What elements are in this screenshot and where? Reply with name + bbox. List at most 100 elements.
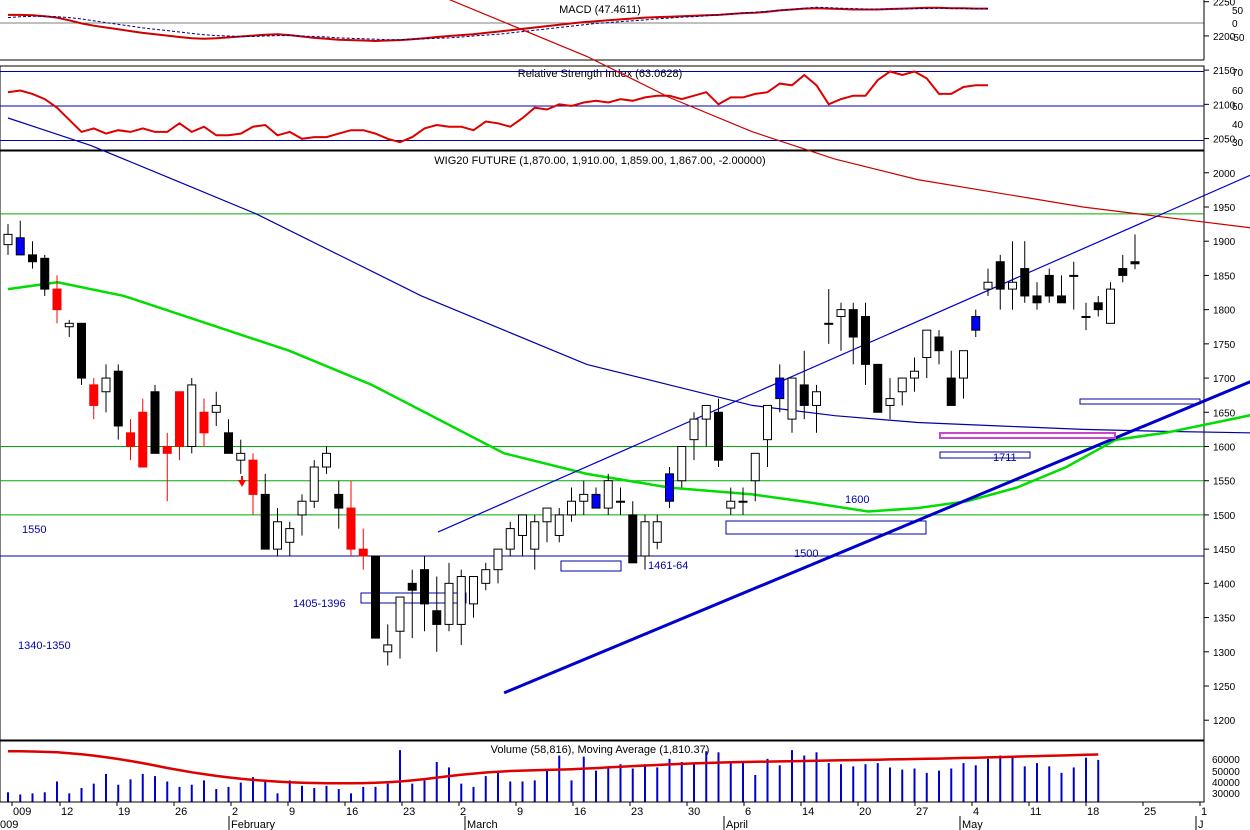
candle-body	[64, 322, 74, 328]
volume-title: Volume (58,816), Moving Average (1,810.3…	[491, 744, 710, 756]
candle-body	[89, 384, 99, 406]
zone-box-1550	[725, 520, 927, 535]
volume-ytick: 50000	[1212, 767, 1240, 778]
candle-body	[1130, 261, 1140, 265]
rsi-ytick: 70	[1232, 68, 1244, 79]
zone-box-1850	[1079, 398, 1201, 405]
candle-body	[738, 500, 748, 503]
candle-body	[567, 500, 576, 516]
macd-ytick: -50	[1230, 33, 1245, 44]
annotation-1500: 1500	[794, 548, 818, 560]
price-zone-boxes	[360, 398, 1201, 604]
candle-body	[395, 596, 405, 632]
candle-body	[346, 507, 356, 550]
candle-body	[505, 528, 515, 550]
candle-body	[971, 315, 981, 331]
price-ytick-label: 1250	[1213, 682, 1236, 693]
price-ytick-label: 1850	[1213, 271, 1236, 282]
candle-body	[1106, 288, 1115, 324]
price-ytick-label: 1350	[1213, 614, 1236, 625]
candle-body	[40, 257, 50, 290]
macd-line	[8, 6, 988, 43]
price-ytick-label: 2100	[1213, 100, 1236, 111]
volume-yticks: 60000 50000 40000 30000	[1212, 755, 1240, 800]
price-ytick-label: 1500	[1213, 511, 1236, 522]
candle-body	[775, 377, 785, 400]
price-ytick-label: 1600	[1213, 442, 1236, 453]
x-tick-label: 9	[289, 806, 295, 818]
candle-body	[1044, 274, 1054, 297]
x-month-label: February	[231, 819, 276, 830]
x-tick-label: 25	[1144, 806, 1156, 818]
rsi-ytick: 60	[1232, 86, 1244, 97]
price-ytick-label: 2250	[1213, 0, 1236, 9]
candle-body	[358, 548, 368, 557]
candle-body	[113, 370, 123, 427]
candle-body	[126, 432, 135, 447]
x-tick-label: 6	[745, 806, 751, 818]
price-ytick-label: 1650	[1213, 408, 1236, 419]
candle-body	[469, 576, 478, 605]
x-tick-label: 18	[1087, 806, 1099, 818]
x-month-label: J	[1198, 819, 1204, 830]
candle-body	[383, 644, 393, 653]
price-yticks: 2550250024502400235023002250220021502100…	[1204, 0, 1236, 727]
candle-body	[640, 521, 650, 557]
candle-body	[824, 322, 834, 325]
zone-box-1405	[360, 592, 467, 604]
candle-body	[959, 350, 968, 379]
rsi-ytick: 30	[1232, 138, 1244, 149]
moving-average-blue	[7, 117, 1250, 434]
x-tick-label: 19	[118, 806, 130, 818]
candle-body	[1118, 268, 1128, 276]
trend-line-thin	[437, 174, 1250, 533]
down-arrow-icon	[238, 480, 246, 487]
price-ytick-label: 1550	[1213, 477, 1236, 488]
macd-ytick: 0	[1232, 19, 1238, 30]
x-year-fragment: 009	[0, 819, 18, 830]
trend-line-bold	[503, 380, 1250, 695]
annotation-1405-1396: 1405-1396	[293, 598, 346, 610]
price-ytick-label: 2150	[1213, 66, 1236, 77]
candle-body	[15, 237, 25, 256]
candle-body	[885, 398, 895, 406]
macd-title: MACD (47.4611)	[559, 4, 641, 16]
macd-ytick: 50	[1232, 6, 1244, 17]
candle-body	[101, 377, 111, 393]
candle-body	[799, 384, 809, 406]
x-tick-label: 30	[688, 806, 700, 818]
candle-body	[530, 521, 540, 550]
zone-box-1711	[939, 451, 1031, 459]
rsi-line	[7, 70, 988, 144]
x-tick-label: 2	[460, 806, 466, 818]
candle-body	[689, 418, 699, 441]
price-panel: WIG20 FUTURE (1,870.00, 1,910.00, 1,859.…	[0, 0, 1250, 741]
candle-body	[848, 309, 858, 338]
price-ytick-label: 2050	[1213, 135, 1236, 146]
x-tick-label: 1	[1201, 806, 1207, 818]
x-tick-label: 27	[916, 806, 928, 818]
annotation-1600: 1600	[845, 494, 869, 506]
candle-body	[591, 493, 601, 509]
candle-body	[334, 493, 344, 509]
x-tick-label: 20	[859, 806, 871, 818]
candle-body	[946, 377, 956, 406]
volume-moving-average	[8, 749, 1099, 785]
rsi-ytick: 40	[1232, 120, 1244, 131]
volume-ytick: 60000	[1212, 755, 1240, 766]
candle-body	[628, 514, 638, 564]
annotation-1461-64: 1461-64	[648, 560, 688, 572]
candle-body	[763, 404, 772, 441]
candle-body	[493, 548, 503, 571]
x-tick-label: 16	[574, 806, 586, 818]
candle-body	[1093, 302, 1103, 311]
candle-body	[922, 329, 932, 359]
candle-body	[420, 569, 429, 605]
volume-ytick: 40000	[1212, 778, 1240, 789]
candle-body	[983, 281, 993, 290]
candle-body	[873, 363, 883, 413]
candle-body	[542, 507, 552, 523]
volume-ytick: 30000	[1212, 789, 1240, 800]
candle-body	[812, 391, 821, 406]
candle-body	[322, 452, 331, 468]
